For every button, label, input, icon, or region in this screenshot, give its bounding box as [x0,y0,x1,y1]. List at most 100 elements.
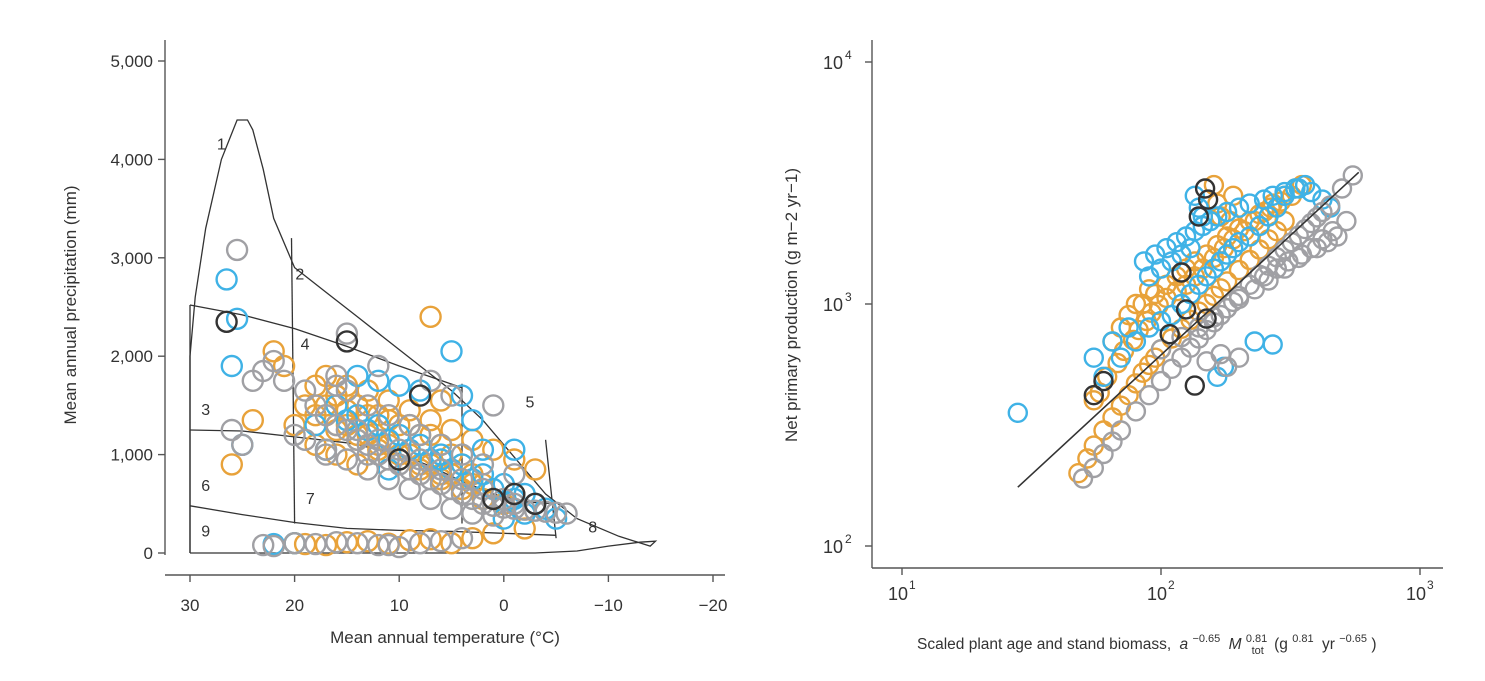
x-label-unit-close: ) [1371,636,1376,653]
npp-point [1138,317,1160,338]
climate-point [367,443,390,466]
npp-point [1222,237,1244,259]
climate-point [262,349,285,373]
npp-point [1102,331,1123,352]
npp-point [1083,390,1105,411]
climate-point [377,404,400,427]
climate-point [272,354,296,378]
climate-point [440,384,463,407]
npp-scatter-panel: 10 210 310 410 1 10 2 10 3 Net primary productio… [782,40,1443,658]
climate-point [450,384,474,407]
climate-point [461,409,484,432]
climate-point [503,448,526,471]
npp-point [1138,354,1160,376]
npp-point [1196,308,1217,329]
climate-point [419,369,442,392]
npp-point [1228,288,1250,310]
npp-point [1203,258,1225,279]
npp-point [1118,317,1139,338]
right-y-tick-label: 10 [823,537,843,557]
npp-point [1216,201,1238,223]
biome-label: 6 [201,478,210,495]
climate-point [450,527,474,550]
climate-point [482,504,505,527]
left-axis-ticks: 0 1,000 2,000 3,000 4,000 5,000 30 20 10 0 −10 −20 [110,52,727,615]
left-y-tick-label: 5,000 [110,52,153,71]
right-y-tick-label: 10 [823,295,843,315]
npp-point [1228,231,1250,253]
left-x-tick-label: −20 [699,596,728,615]
left-x-tick-label: 10 [390,596,409,615]
climate-point [544,501,568,524]
climate-point [471,463,495,486]
climate-point [314,533,338,557]
npp-point [1171,262,1192,283]
left-x-axis-label: Mean annual temperature (°C) [330,628,560,647]
npp-point [1262,334,1283,355]
climate-point [346,418,369,442]
right-x-tick-exponent: 3 [1427,578,1434,592]
right-y-axis-label: Net primary production (g m−2 yr−1) [782,168,801,442]
climate-point [293,379,317,402]
npp-point [1327,226,1348,247]
climate-point [272,369,296,392]
npp-point [1228,259,1250,281]
climate-point [429,433,453,456]
npp-point [1118,385,1139,406]
right-y-label-part: Net primary production (g m−2 yr−1) [782,168,801,442]
climate-point [356,443,379,466]
climate-point [408,423,432,447]
npp-point [1306,207,1328,228]
climate-point [220,453,244,476]
biome-label: 4 [301,336,310,353]
climate-point [367,428,390,451]
left-y-tick-label: 4,000 [110,150,153,169]
climate-point [408,463,432,486]
climate-point [220,418,244,442]
climate-point [325,364,348,388]
npp-point [1171,326,1192,348]
right-x-tick-label: 10 [1406,584,1426,604]
climate-point [262,340,285,363]
left-y-tick-label: 0 [144,544,153,563]
climate-point [429,472,453,496]
climate-scatter-points [215,238,578,559]
right-x-axis-label: Scaled plant age and stand biomass, a −0… [917,629,1377,658]
right-x-tick-label: 10 [888,584,908,604]
npp-point [1244,331,1265,352]
npp-point [1306,237,1328,259]
climate-point [388,374,411,397]
npp-point [1317,231,1338,253]
left-y-tick-label: 1,000 [110,446,153,465]
left-x-tick-label: −10 [594,596,623,615]
right-y-tick-exponent: 2 [845,532,852,546]
npp-point [1125,401,1147,422]
x-label-a: a [1180,636,1189,653]
climate-point [283,423,306,447]
left-x-tick-label: 0 [499,596,508,615]
climate-point [388,535,411,559]
npp-point [1150,339,1172,360]
npp-point [1322,220,1343,242]
npp-point [1072,468,1094,489]
npp-point [1216,244,1238,265]
climate-point [419,409,442,432]
npp-point [1150,258,1172,279]
climate-point [241,409,265,432]
npp-point [1184,185,1206,207]
climate-point [225,238,249,262]
biome-label: 5 [525,394,534,411]
npp-point [1194,178,1216,199]
climate-point [450,482,474,506]
climate-point [503,438,526,461]
climate-point [450,468,474,491]
npp-point [1093,420,1114,441]
climate-point [335,379,359,402]
npp-point [1083,457,1105,479]
npp-point [1125,293,1147,315]
npp-point [1262,185,1283,207]
left-x-tick-label: 30 [181,596,200,615]
climate-point [388,448,411,471]
npp-point [1083,385,1105,406]
